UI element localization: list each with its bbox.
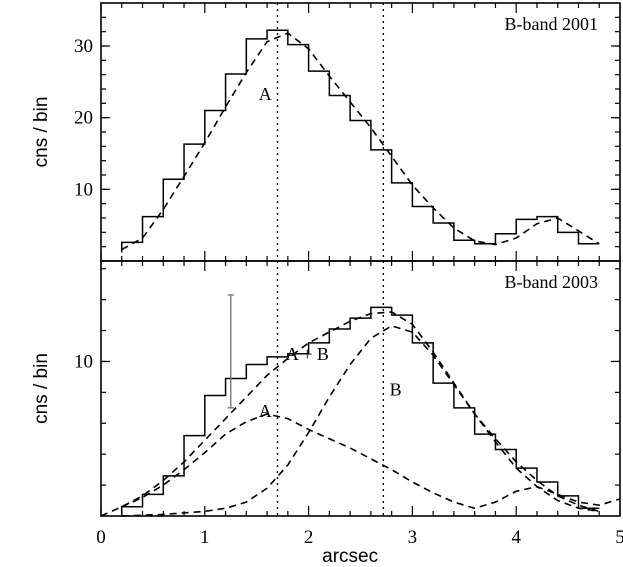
histogram-series [121,29,600,253]
y-tick-label: 20 [74,108,93,129]
x-tick-label: 0 [96,527,106,548]
y-tick-label: 30 [74,36,93,57]
model-curve-b [121,325,600,517]
panel-frame [100,2,621,262]
x-tick-label: 4 [511,527,521,548]
model-curve-ab [100,311,600,517]
y-tick-label: 10 [74,179,93,200]
y-tick-label: 10 [74,351,93,372]
x-tick-label: 3 [408,527,418,548]
curve-label: A + B [286,344,329,364]
x-axis-title: arcsec [322,546,378,567]
y-axis-title: cns / bin [31,353,52,424]
model-curve-a [121,413,621,510]
panel-frame [100,260,621,517]
y-axis-title: cns / bin [31,97,52,168]
curve-label: A [259,401,272,421]
histogram-series [121,306,600,515]
panel-b-band-2003: 10 cns / bin B-band 2003 A + B B A [31,260,621,517]
model-curve-fit [121,32,600,251]
x-tick-label: 2 [304,527,314,548]
curve-label: B [390,379,402,399]
x-axis: 0 1 2 3 4 5 arcsec [96,527,623,567]
panel-b-band-2001: 10 20 30 cns / bin B-band 2001 A [31,2,621,262]
panel-title: B-band 2001 [505,14,599,34]
curve-label: A [259,84,272,104]
x-tick-label: 1 [200,527,210,548]
panel-title: B-band 2003 [505,272,599,292]
x-tick-label: 5 [615,527,623,548]
